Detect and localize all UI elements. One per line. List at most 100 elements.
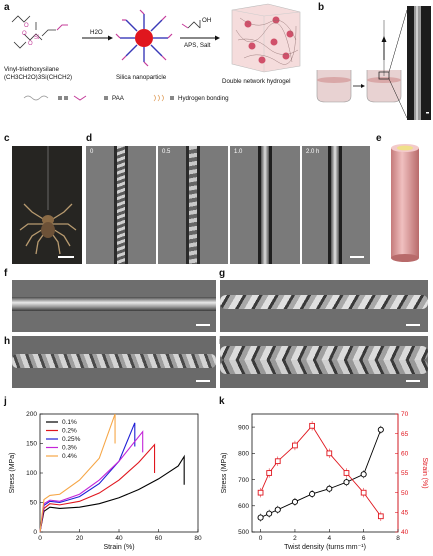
series-line-0.4% [39, 413, 116, 533]
svg-text:Si: Si [34, 35, 39, 41]
panel-label-b: b [318, 2, 325, 13]
x-tick-label: 8 [396, 535, 400, 542]
panel-label-a: a [4, 2, 10, 13]
x-axis-label: Twist density (turns mm⁻¹) [284, 544, 366, 551]
strain-point [377, 513, 384, 520]
strain-point [274, 458, 281, 465]
stress-point [274, 506, 281, 513]
stress-point [360, 471, 367, 478]
y2-axis-label: Strain (%) [421, 457, 428, 488]
stress-strain-chart: 0 20 40 60 80 0 50 100 150 200 Strain (%) Stress (M… [9, 411, 202, 551]
panel-b-drawing-setup [316, 6, 431, 120]
y2-tick-label: 50 [401, 490, 409, 497]
stress-point [291, 498, 298, 505]
strain-line [260, 425, 382, 517]
strain-point [257, 489, 264, 496]
x-tick-label: 0 [38, 535, 42, 542]
x-tick-label: 20 [76, 535, 84, 542]
panel-label-c: c [4, 133, 10, 144]
stress-point [377, 426, 384, 433]
x-tick-label: 4 [327, 535, 331, 542]
x-tick-label: 6 [362, 535, 366, 542]
strain-point [326, 450, 333, 457]
y2-tick-label: 60 [401, 451, 409, 458]
strain-point [292, 442, 298, 449]
time-label-0: 0 [90, 149, 94, 155]
y-tick-label: 0 [33, 529, 37, 536]
sem-single-fiber [12, 280, 216, 332]
monomer-formula: (CH3CH2O)3Si(CHCH2) [4, 74, 73, 81]
x-tick-label: 60 [155, 535, 163, 542]
y-tick-label: 900 [238, 424, 249, 431]
monomer-name: Vinyl-triethoxysilane [4, 66, 59, 73]
twist-density-chart: 0 2 4 6 8 500 600 700 800 900 40 45 50 55 60 65 70 Twist … [221, 411, 428, 551]
y-tick-label: 600 [238, 503, 249, 510]
fiber-zoom-inset [407, 6, 431, 120]
stress-point [326, 485, 333, 492]
legend-label: 0.4% [62, 453, 77, 460]
stress-point [343, 479, 350, 486]
beaker-right-icon [366, 20, 402, 103]
panel-label-k: k [219, 396, 225, 407]
panel-a-legend [23, 94, 174, 102]
vinyl-triethoxysilane-structure [11, 15, 56, 49]
y-tick-label: 700 [238, 477, 249, 484]
legend-label: 0.25% [62, 436, 81, 443]
y-tick-label: 150 [26, 441, 37, 448]
panel-label-g: g [219, 268, 226, 279]
x-tick-label: 40 [115, 535, 123, 542]
x-tick-label: 2 [293, 535, 297, 542]
y-axis-label: Stress (MPa) [221, 453, 228, 494]
y-tick-label: 200 [26, 411, 37, 418]
legend-paa-label: PAA [112, 95, 124, 102]
y-tick-label: 50 [30, 500, 38, 507]
panel-label-j: j [4, 396, 7, 407]
sem-braided-yarn-h [12, 336, 216, 388]
stress-point [266, 510, 273, 517]
y-tick-label: 800 [238, 451, 249, 458]
legend-hbond-label: Hydrogen bonding [178, 95, 229, 102]
x-axis-label: Strain (%) [103, 544, 134, 551]
reagent-label: OH [202, 17, 212, 24]
strain-point [309, 422, 315, 429]
panel-label-d: d [86, 133, 93, 144]
series-line-0.1% [39, 454, 185, 533]
fiber-cylinder-model [391, 144, 419, 262]
y-tick-label: 500 [238, 529, 249, 536]
plot-frame [251, 413, 399, 533]
sem-multi-ply-yarn [220, 336, 428, 388]
silica-nanoparticle-icon [115, 9, 173, 67]
y2-tick-label: 55 [401, 470, 409, 477]
twist-sem-1: 1.0 [230, 146, 300, 264]
legend-label: 0.1% [62, 419, 77, 426]
time-label-2h: 2.0 h [306, 149, 320, 155]
y-axis-label: Stress (MPa) [9, 453, 16, 494]
x-tick-label: 0 [259, 535, 263, 542]
twist-sem-2: 2.0 h [302, 146, 370, 264]
x-tick-label: 80 [194, 535, 202, 542]
spider-photo [12, 146, 82, 264]
svg-text:O: O [28, 41, 33, 47]
series-line-0.25% [39, 422, 136, 533]
time-label-05: 0.5 [162, 149, 171, 155]
strain-point [343, 470, 350, 476]
time-label-1: 1.0 [234, 149, 243, 155]
y-tick-label: 100 [26, 470, 37, 477]
double-network-hydrogel-cube [231, 3, 301, 73]
twist-sem-05: 0.5 [158, 146, 228, 264]
stress-point [309, 490, 316, 498]
y2-tick-label: 45 [401, 510, 409, 517]
twist-sem-0: 0 [86, 146, 156, 264]
beaker-left-icon [316, 70, 352, 103]
panel-label-h: h [4, 336, 11, 347]
arrow1-label: H2O [90, 29, 103, 36]
sem-two-ply-yarn [220, 280, 428, 332]
legend-label: 0.2% [62, 428, 77, 435]
hydrogel-label: Double network hydrogel [222, 78, 291, 85]
y2-tick-label: 40 [401, 529, 409, 536]
series-line-0.3% [39, 430, 144, 533]
nanoparticle-label: Silica nanoparticle [116, 74, 167, 81]
stress-point [257, 514, 264, 521]
panel-label-e: e [376, 133, 382, 144]
